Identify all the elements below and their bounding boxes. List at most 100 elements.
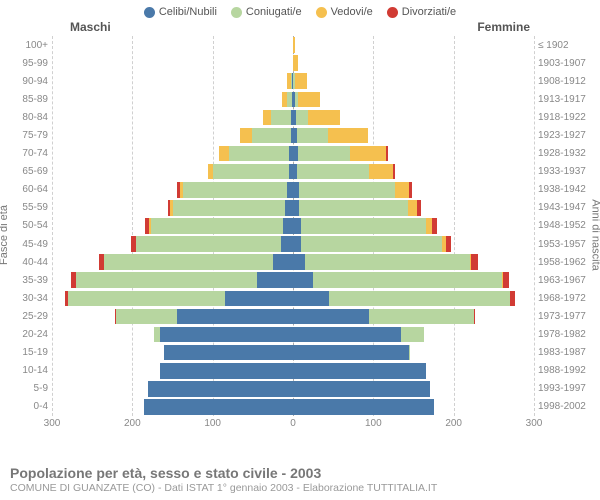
age-row: 50-541948-1952 [52, 217, 534, 235]
age-label: 85-89 [8, 94, 48, 105]
birth-year-label: 1918-1922 [538, 112, 592, 123]
bar-segment [257, 272, 293, 288]
age-row: 80-841918-1922 [52, 108, 534, 126]
bar-half-male [52, 345, 293, 361]
bar-half-female [293, 110, 534, 126]
bar-half-female [293, 73, 534, 89]
birth-year-label: 1903-1907 [538, 58, 592, 69]
bar-half-male [52, 236, 293, 252]
age-row: 100+≤ 1902 [52, 36, 534, 54]
bar-half-male [52, 291, 293, 307]
bar-zone [52, 146, 534, 162]
bar-half-male [52, 146, 293, 162]
age-row: 65-691933-1937 [52, 163, 534, 181]
bar-segment [151, 218, 284, 234]
birth-year-label: 1938-1942 [538, 184, 592, 195]
bar-segment [308, 110, 340, 126]
age-row: 35-391963-1967 [52, 271, 534, 289]
age-row: 95-991903-1907 [52, 54, 534, 72]
birth-year-label: 1988-1992 [538, 365, 592, 376]
bar-half-female [293, 146, 534, 162]
age-row: 0-41998-2002 [52, 398, 534, 416]
bar-half-female [293, 399, 534, 415]
bar-segment [281, 236, 293, 252]
bar-half-female [293, 218, 534, 234]
age-label: 55-59 [8, 202, 48, 213]
bar-segment [299, 182, 395, 198]
bar-segment [350, 146, 386, 162]
bar-half-male [52, 381, 293, 397]
x-tick-label: 200 [445, 418, 462, 429]
age-row: 70-741928-1932 [52, 145, 534, 163]
age-label: 40-44 [8, 257, 48, 268]
x-axis-ticks: 3002001000100200300 [52, 418, 534, 434]
birth-year-label: 1943-1947 [538, 202, 592, 213]
legend-item: Divorziati/e [387, 6, 456, 18]
birth-year-label: 1983-1987 [538, 347, 592, 358]
bar-zone [52, 345, 534, 361]
age-row: 20-241978-1982 [52, 326, 534, 344]
birth-year-label: 1998-2002 [538, 401, 592, 412]
bar-segment [295, 73, 307, 89]
legend-swatch [316, 7, 327, 18]
age-row: 90-941908-1912 [52, 72, 534, 90]
birth-year-label: 1963-1967 [538, 275, 592, 286]
chart-subtitle: COMUNE DI GUANZATE (CO) - Dati ISTAT 1° … [10, 482, 437, 494]
bar-segment [417, 200, 420, 216]
legend: Celibi/Nubili Coniugati/e Vedovi/e Divorzia… [0, 0, 600, 20]
bar-zone [52, 37, 534, 53]
bar-half-male [52, 218, 293, 234]
bar-half-male [52, 399, 293, 415]
legend-label: Celibi/Nubili [159, 6, 217, 18]
bar-segment [293, 363, 426, 379]
bar-half-male [52, 92, 293, 108]
x-tick-label: 0 [290, 418, 296, 429]
bar-half-female [293, 254, 534, 270]
age-label: 35-39 [8, 275, 48, 286]
age-row: 85-891913-1917 [52, 90, 534, 108]
legend-swatch [144, 7, 155, 18]
pyramid-chart: Fasce di età Anni di nascita 100+≤ 19029… [8, 36, 592, 434]
bar-segment [369, 309, 473, 325]
age-label: 0-4 [8, 401, 48, 412]
age-label: 20-24 [8, 329, 48, 340]
legend-item: Coniugati/e [231, 6, 302, 18]
birth-year-label: 1933-1937 [538, 166, 592, 177]
bar-half-female [293, 309, 534, 325]
bar-segment [393, 164, 395, 180]
age-label: 95-99 [8, 58, 48, 69]
legend-item: Vedovi/e [316, 6, 373, 18]
bar-zone [52, 399, 534, 415]
bar-segment [328, 128, 368, 144]
bar-segment [219, 146, 229, 162]
bar-segment [305, 254, 470, 270]
birth-year-label: 1908-1912 [538, 76, 592, 87]
bar-segment [293, 309, 369, 325]
bar-zone [52, 218, 534, 234]
bar-half-female [293, 236, 534, 252]
legend-swatch [231, 7, 242, 18]
bar-segment [177, 309, 293, 325]
age-row: 15-191983-1987 [52, 344, 534, 362]
gridline [534, 36, 535, 416]
bar-zone [52, 309, 534, 325]
bar-half-male [52, 182, 293, 198]
bar-segment [285, 200, 293, 216]
bar-zone [52, 272, 534, 288]
bar-segment [474, 309, 476, 325]
bar-segment [160, 327, 293, 343]
bar-half-male [52, 128, 293, 144]
bar-segment [510, 291, 515, 307]
bar-segment [76, 272, 257, 288]
age-row: 40-441958-1962 [52, 253, 534, 271]
header-male: Maschi [70, 20, 111, 34]
age-row: 75-791923-1927 [52, 126, 534, 144]
bar-segment [297, 128, 328, 144]
bar-segment [160, 363, 293, 379]
bar-half-male [52, 73, 293, 89]
age-label: 75-79 [8, 130, 48, 141]
bar-segment [301, 236, 442, 252]
bar-half-female [293, 381, 534, 397]
bar-segment [240, 128, 252, 144]
bar-segment [183, 182, 287, 198]
